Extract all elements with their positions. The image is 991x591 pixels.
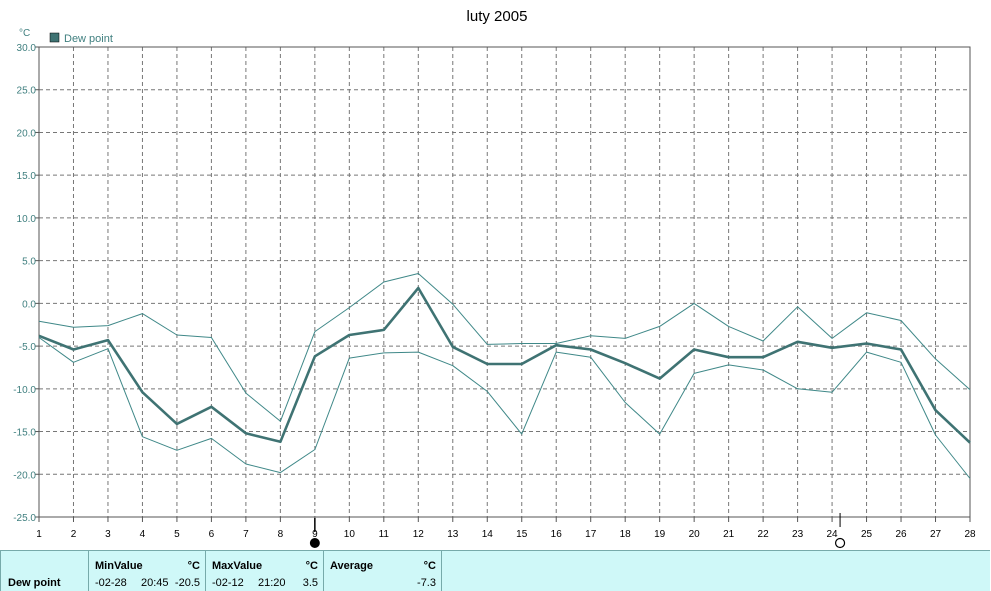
y-tick-label: -15.0 xyxy=(13,428,36,439)
y-tick-label: 0.0 xyxy=(22,299,36,310)
series-line-min xyxy=(38,337,971,479)
x-tick-label: 15 xyxy=(516,529,528,540)
y-tick-label: -10.0 xyxy=(13,385,36,396)
x-tick-label: 24 xyxy=(827,529,839,540)
x-tick-label: 25 xyxy=(861,529,873,540)
x-tick-label: 19 xyxy=(654,529,666,540)
legend-swatch xyxy=(49,32,60,43)
x-tick-label: 2 xyxy=(71,529,77,540)
summary-row-label-cell: Dew point xyxy=(1,551,89,591)
max-value-cell: MaxValue °C -02-12 21:20 3.5 xyxy=(206,551,324,591)
x-tick-label: 21 xyxy=(723,529,735,540)
legend-label: Dew point xyxy=(64,33,113,45)
x-axis: 1 2 3 4 5 6 7 8 9 10 11 12 13 14 15 16 17 18 19 20 21 22 23 24 2… xyxy=(36,517,976,540)
x-tick-label: 28 xyxy=(964,529,976,540)
max-header: MaxValue xyxy=(212,560,263,572)
x-tick-label: 5 xyxy=(174,529,180,540)
avg-unit: °C xyxy=(423,560,436,572)
x-tick-label: 10 xyxy=(344,529,356,540)
chart-title: luty 2005 xyxy=(467,8,528,25)
hollow-day-marker xyxy=(834,537,846,549)
x-tick-label: 11 xyxy=(379,529,390,540)
x-tick-label: 26 xyxy=(895,529,907,540)
y-axis: 30.0 25.0 20.0 15.0 10.0 5.0 0.0 -5.0 -10.0 -15.0… xyxy=(13,43,39,524)
min-date: -02-28 xyxy=(95,577,127,589)
average-cell: Average °C -7.3 xyxy=(324,551,442,591)
x-tick-label: 13 xyxy=(447,529,459,540)
max-date: -02-12 xyxy=(212,577,244,589)
grid-lines xyxy=(39,47,970,517)
max-time: 21:20 xyxy=(258,577,286,589)
dew-point-chart: luty 2005 °C Dew point 30.025.020.015.01… xyxy=(13,8,976,549)
x-tick-label: 12 xyxy=(413,529,425,540)
series-lines xyxy=(38,273,971,479)
min-time: 20:45 xyxy=(141,577,169,589)
x-tick-label: 17 xyxy=(585,529,597,540)
min-unit: °C xyxy=(187,560,200,572)
x-tick-label: 7 xyxy=(243,529,249,540)
series-line-average xyxy=(38,286,971,444)
y-tick-label: -5.0 xyxy=(19,342,37,353)
day-markers xyxy=(309,513,846,549)
x-tick-label: 18 xyxy=(620,529,632,540)
x-tick-label: 23 xyxy=(792,529,804,540)
x-tick-label: 27 xyxy=(930,529,942,540)
y-tick-label: 20.0 xyxy=(17,128,37,139)
series-line-max xyxy=(38,273,971,422)
x-tick-label: 3 xyxy=(105,529,111,540)
filled-day-marker xyxy=(309,538,320,548)
summary-table: Dew point MinValue °C -02-28 20:45 -20.5… xyxy=(0,550,990,591)
min-value-cell: MinValue °C -02-28 20:45 -20.5 xyxy=(89,551,206,591)
avg-value: -7.3 xyxy=(417,577,436,589)
y-tick-label: -20.0 xyxy=(13,470,36,481)
y-tick-label: 5.0 xyxy=(22,257,36,268)
x-tick-label: 8 xyxy=(278,529,284,540)
min-value: -20.5 xyxy=(174,577,200,589)
y-tick-label: 30.0 xyxy=(17,43,37,54)
y-tick-label: 10.0 xyxy=(17,214,37,225)
max-value: 3.5 xyxy=(302,577,318,589)
x-tick-label: 20 xyxy=(689,529,701,540)
min-header: MinValue xyxy=(95,560,143,572)
max-unit: °C xyxy=(305,560,318,572)
x-tick-label: 6 xyxy=(209,529,215,540)
x-tick-label: 4 xyxy=(140,529,146,540)
summary-row-label: Dew point xyxy=(8,577,61,589)
x-tick-label: 16 xyxy=(551,529,563,540)
x-tick-label: 1 xyxy=(36,529,42,540)
y-tick-label: -25.0 xyxy=(13,513,36,524)
x-tick-label: 14 xyxy=(482,529,494,540)
y-axis-unit: °C xyxy=(19,28,30,39)
avg-header: Average xyxy=(330,560,374,572)
x-tick-label: 9 xyxy=(312,529,318,540)
y-tick-label: 15.0 xyxy=(17,171,37,182)
y-tick-label: 25.0 xyxy=(17,86,37,97)
x-tick-label: 22 xyxy=(758,529,770,540)
plot-frame xyxy=(38,46,971,518)
